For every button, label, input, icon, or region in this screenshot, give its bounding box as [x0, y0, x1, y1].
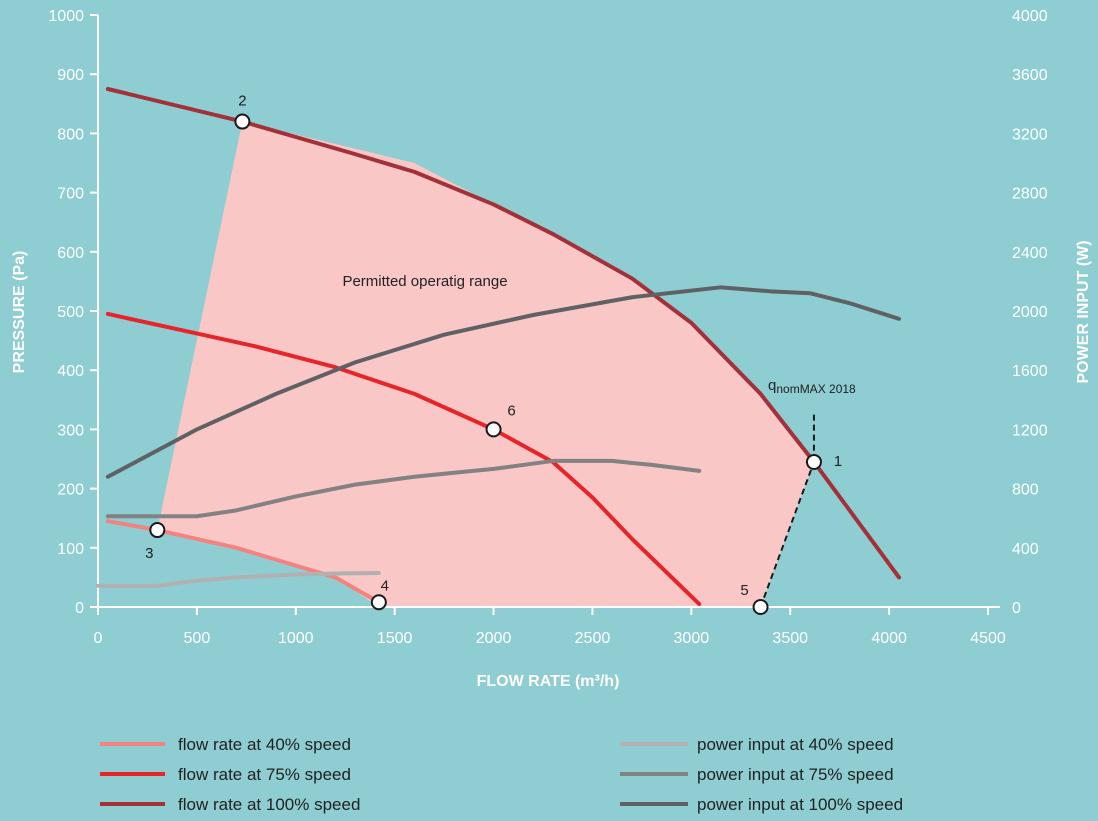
- marker-point: [234, 113, 251, 130]
- x-tick-label: 0: [94, 630, 103, 647]
- y-tick-label: 600: [57, 245, 84, 262]
- marker-label: 1: [834, 453, 842, 470]
- qnom-main: q: [768, 377, 776, 394]
- y2-axis-title: POWER INPUT (W): [1075, 240, 1092, 383]
- y2-tick-label: 2400: [1012, 245, 1048, 262]
- x-tick-label: 2500: [575, 630, 611, 647]
- y-tick-label: 200: [57, 482, 84, 499]
- y2-tick-label: 400: [1012, 541, 1039, 558]
- x-tick-label: 4000: [871, 630, 907, 647]
- legend-label: power input at 75% speed: [697, 765, 894, 784]
- legend-label: flow rate at 75% speed: [178, 765, 351, 784]
- legend: flow rate at 40% speed flow rate at 75% s…: [100, 735, 903, 814]
- y2-tick-label: 0: [1012, 600, 1021, 617]
- x-tick-label: 500: [184, 630, 211, 647]
- marker-point: [485, 421, 502, 438]
- series-line-power100: [105, 285, 901, 479]
- series-line-flow40: [105, 519, 381, 605]
- y-tick-label: 1000: [48, 8, 84, 25]
- marker-label: 3: [145, 545, 153, 562]
- y2-tick-label: 4000: [1012, 8, 1048, 25]
- series-line-power40: [96, 570, 381, 588]
- marker-point: [149, 522, 166, 539]
- y-tick-label: 100: [57, 541, 84, 558]
- y2-tick-label: 3600: [1012, 67, 1048, 84]
- legend-label: flow rate at 40% speed: [178, 735, 351, 754]
- series-line-power75: [105, 458, 702, 519]
- y-tick-label: 300: [57, 422, 84, 439]
- x-tick-label: 1000: [278, 630, 314, 647]
- marker-point: [370, 594, 387, 611]
- y2-tick-label: 2800: [1012, 186, 1048, 203]
- x-tick-label: 1500: [377, 630, 413, 647]
- marker-label: 5: [740, 582, 748, 599]
- y-axis-title: PRESSURE (Pa): [11, 251, 28, 374]
- legend-label: flow rate at 100% speed: [178, 795, 360, 814]
- boundary-dashed-line: [759, 461, 815, 608]
- y2-tick-label: 1200: [1012, 422, 1048, 439]
- permitted-range-label: Permitted operatig range: [342, 273, 507, 290]
- y-tick-label: 900: [57, 67, 84, 84]
- x-axis-title: FLOW RATE (m³/h): [477, 673, 620, 690]
- y-tick-label: 400: [57, 363, 84, 380]
- x-tick-label: 3000: [674, 630, 710, 647]
- legend-label: power input at 100% speed: [697, 795, 903, 814]
- marker-label: 6: [507, 402, 515, 419]
- x-tick-label: 3500: [772, 630, 808, 647]
- y-tick-label: 700: [57, 186, 84, 203]
- qnom-annotation: qnomMAX 2018: [768, 377, 856, 396]
- y-tick-label: 500: [57, 304, 84, 321]
- x-tick-label: 4500: [970, 630, 1006, 647]
- permitted-range-area: [157, 121, 814, 607]
- y-tick-label: 800: [57, 126, 84, 143]
- y2-tick-label: 800: [1012, 482, 1039, 499]
- y2-tick-label: 2000: [1012, 304, 1048, 321]
- marker-label: 4: [381, 577, 389, 594]
- y-tick-label: 0: [75, 600, 84, 617]
- y2-tick-label: 1600: [1012, 363, 1048, 380]
- marker-point: [752, 599, 769, 615]
- legend-label: power input at 40% speed: [697, 735, 894, 754]
- marker-label: 2: [238, 93, 246, 110]
- x-tick-label: 2000: [476, 630, 512, 647]
- series-line-flow100: [105, 87, 901, 580]
- qnom-sub: nomMAX 2018: [776, 382, 856, 396]
- y2-tick-label: 3200: [1012, 126, 1048, 143]
- marker-point: [805, 453, 822, 470]
- svg-text:qnomMAX 2018: qnomMAX 2018: [768, 377, 856, 396]
